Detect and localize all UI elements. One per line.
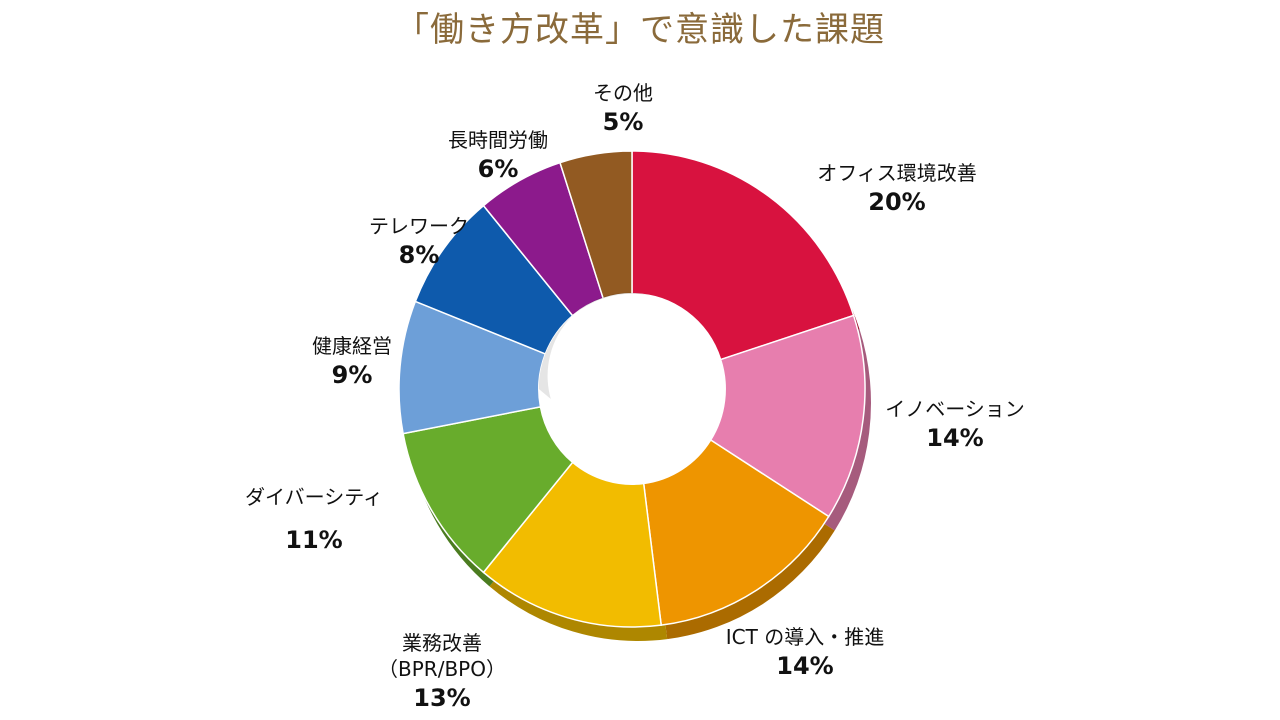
slice-name: テレワーク bbox=[369, 214, 469, 238]
slice-percent: 14% bbox=[776, 652, 834, 680]
donut-hole bbox=[538, 293, 726, 485]
slice-sublabel: （BPR/BPO） bbox=[378, 657, 506, 681]
label-health-management: 健康経営 9% bbox=[312, 333, 392, 391]
slice-name: ダイバーシティ bbox=[245, 485, 383, 509]
slice-percent: 8% bbox=[398, 241, 440, 269]
slice-percent: 20% bbox=[868, 188, 926, 216]
label-innovation: イノベーション 14% bbox=[885, 396, 1025, 454]
slice-percent: 6% bbox=[477, 155, 519, 183]
slice-percent: 13% bbox=[413, 684, 471, 712]
label-telework: テレワーク 8% bbox=[369, 213, 469, 271]
slice-name: ICT の導入・推進 bbox=[725, 625, 885, 649]
donut-slices bbox=[398, 150, 866, 628]
slice-percent: 9% bbox=[331, 361, 373, 389]
label-office-environment: オフィス環境改善 20% bbox=[817, 160, 977, 218]
slice-percent: 11% bbox=[285, 526, 343, 554]
slice-name: 業務改善 bbox=[401, 631, 482, 655]
slice-percent: 5% bbox=[602, 108, 644, 136]
label-business-improvement: 業務改善 （BPR/BPO） 13% bbox=[378, 630, 506, 714]
slice-name: イノベーション bbox=[885, 397, 1025, 421]
slice-percent: 14% bbox=[926, 424, 984, 452]
slice-name: 健康経営 bbox=[312, 334, 392, 358]
slice-name: 長時間労働 bbox=[448, 128, 548, 152]
label-other: その他 5% bbox=[593, 80, 653, 138]
label-diversity: ダイバーシティ 11% bbox=[245, 484, 383, 556]
slice-name: オフィス環境改善 bbox=[817, 161, 977, 185]
label-ict: ICT の導入・推進 14% bbox=[726, 624, 884, 682]
chart-title: 「働き方改革」で意識した課題 bbox=[395, 10, 885, 50]
slice-name: その他 bbox=[593, 81, 653, 105]
label-long-hours: 長時間労働 6% bbox=[448, 127, 548, 185]
